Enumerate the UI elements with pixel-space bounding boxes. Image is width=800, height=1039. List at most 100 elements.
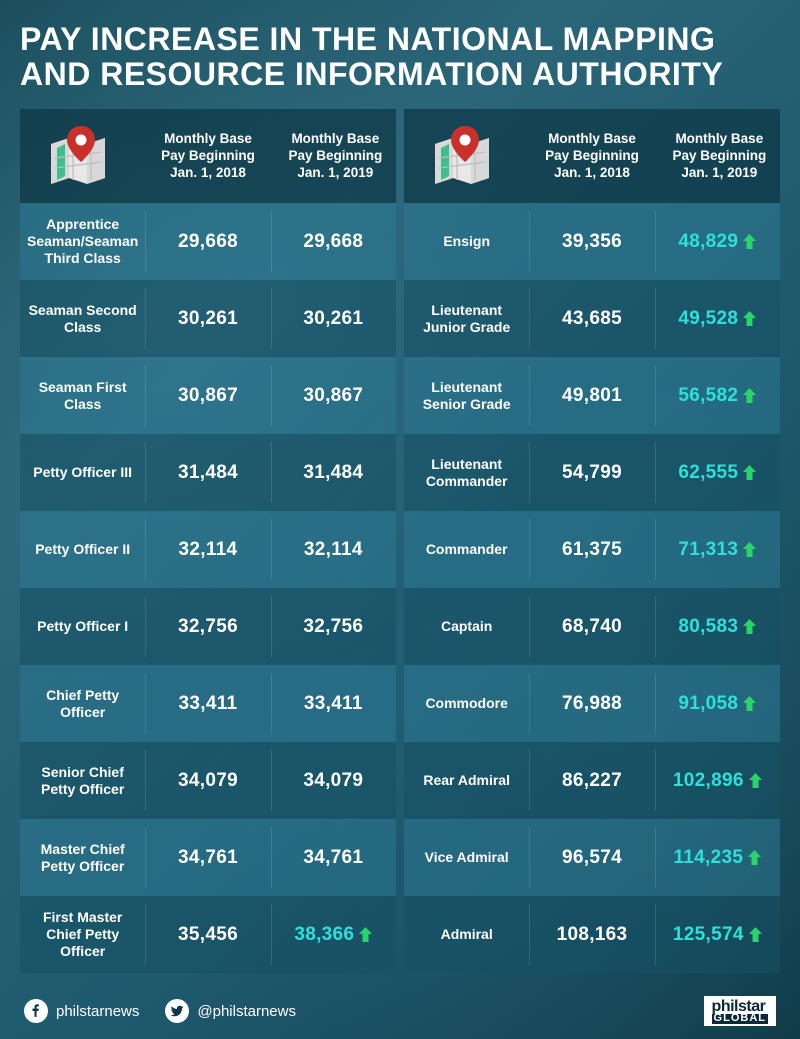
value-2019-cell: 48,829 — [655, 203, 780, 280]
table-left: Monthly Base Pay Beginning Jan. 1, 2018 … — [20, 109, 396, 973]
table-row: Petty Officer I32,75632,756 — [20, 588, 396, 665]
rank-cell: Commodore — [404, 665, 529, 742]
value-2019: 114,235 — [673, 847, 761, 869]
facebook-link[interactable]: philstarnews — [24, 999, 139, 1023]
value-2018: 32,756 — [178, 616, 238, 638]
value-2018-cell: 32,756 — [145, 588, 270, 665]
value-2019-cell: 31,484 — [271, 434, 396, 511]
up-arrow-icon — [743, 465, 756, 480]
value-2018: 96,574 — [562, 847, 622, 869]
value-2019: 29,668 — [303, 231, 363, 253]
value-2018-cell: 31,484 — [145, 434, 270, 511]
value-2018-cell: 86,227 — [529, 742, 654, 819]
table-row: Lieutenant Junior Grade43,68549,528 — [404, 280, 780, 357]
value-2019: 32,114 — [304, 539, 363, 561]
value-2018: 34,079 — [178, 770, 238, 792]
table-row: Commander61,37571,313 — [404, 511, 780, 588]
value-2019: 80,583 — [678, 616, 756, 638]
value-2019-cell: 34,761 — [271, 819, 396, 896]
rank-label: Lieutenant Commander — [410, 456, 523, 490]
table-row: Seaman Second Class30,26130,261 — [20, 280, 396, 357]
value-2019-cell: 62,555 — [655, 434, 780, 511]
rank-cell: Captain — [404, 588, 529, 665]
value-2018-cell: 30,261 — [145, 280, 270, 357]
value-2019: 38,366 — [294, 924, 372, 946]
table-header-row: Monthly Base Pay Beginning Jan. 1, 2018 … — [404, 109, 780, 203]
table-row: Captain 68,740 80,583 — [404, 588, 780, 665]
value-2018: 29,668 — [178, 231, 238, 253]
value-2018: 34,761 — [178, 847, 238, 869]
value-2019-cell: 32,114 — [271, 511, 396, 588]
value-2018-cell: 43,685 — [529, 280, 654, 357]
value-2018: 43,685 — [562, 308, 622, 330]
table-row: Lieutenant Senior Grade49,80156,582 — [404, 357, 780, 434]
value-2019: 102,896 — [673, 770, 762, 792]
value-2019: 30,867 — [303, 385, 363, 407]
value-2018-cell: 34,761 — [145, 819, 270, 896]
up-arrow-icon — [743, 388, 756, 403]
table-row: Petty Officer III 31,484 31,484 — [20, 434, 396, 511]
table-row: Lieutenant Commander 54,799 62,555 — [404, 434, 780, 511]
tables-wrap: Monthly Base Pay Beginning Jan. 1, 2018 … — [20, 109, 780, 973]
value-2019: 30,261 — [303, 308, 363, 330]
rank-cell: Master Chief Petty Officer — [20, 819, 145, 896]
value-2018: 39,356 — [562, 231, 622, 253]
value-2018-cell: 108,163 — [529, 896, 654, 973]
map-pin-icon — [45, 120, 117, 192]
value-2019: 31,484 — [303, 462, 363, 484]
table-row: Senior Chief Petty Officer 34,079 34,079 — [20, 742, 396, 819]
brand-line-2: GLOBAL — [712, 1014, 768, 1024]
value-2018-cell: 68,740 — [529, 588, 654, 665]
rank-label: Senior Chief Petty Officer — [26, 764, 139, 798]
up-arrow-icon — [743, 234, 756, 249]
up-arrow-icon — [749, 927, 762, 942]
rank-label: Seaman Second Class — [26, 302, 139, 336]
value-2019: 34,079 — [303, 770, 363, 792]
table-row: Commodore76,98891,058 — [404, 665, 780, 742]
table-row: Rear Admiral86,227 102,896 — [404, 742, 780, 819]
twitter-handle: @philstarnews — [197, 1003, 296, 1020]
value-2019: 56,582 — [678, 385, 756, 407]
table-right: Monthly Base Pay Beginning Jan. 1, 2018 … — [404, 109, 780, 973]
rank-label: Petty Officer I — [37, 618, 128, 635]
table-header-row: Monthly Base Pay Beginning Jan. 1, 2018 … — [20, 109, 396, 203]
rank-cell: Petty Officer III — [20, 434, 145, 511]
table-right-body: Ensign39,35648,829Lieutenant Junior Grad… — [404, 203, 780, 973]
rank-label: Captain — [441, 618, 492, 635]
value-2019: 49,528 — [678, 308, 756, 330]
col-header-2018: Monthly Base Pay Beginning Jan. 1, 2018 — [147, 109, 274, 203]
value-2019-cell: 30,867 — [271, 357, 396, 434]
rank-label: Admiral — [441, 926, 493, 943]
value-2018: 68,740 — [562, 616, 622, 638]
value-2018: 49,801 — [562, 385, 622, 407]
value-2018-cell: 32,114 — [145, 511, 270, 588]
table-row: First Master Chief Petty Officer35,45638… — [20, 896, 396, 973]
value-2019-cell: 38,366 — [271, 896, 396, 973]
value-2019-cell: 80,583 — [655, 588, 780, 665]
rank-label: Petty Officer II — [35, 541, 130, 558]
value-2018-cell: 61,375 — [529, 511, 654, 588]
rank-label: Ensign — [443, 233, 490, 250]
rank-label: Chief Petty Officer — [26, 687, 139, 721]
value-2019-cell: 102,896 — [655, 742, 780, 819]
rank-label: Commander — [426, 541, 508, 558]
rank-cell: Rear Admiral — [404, 742, 529, 819]
value-2019: 48,829 — [678, 231, 756, 253]
value-2018: 108,163 — [557, 924, 628, 946]
facebook-handle: philstarnews — [56, 1003, 139, 1020]
value-2019: 91,058 — [678, 693, 756, 715]
value-2018: 54,799 — [562, 462, 622, 484]
facebook-icon — [24, 999, 48, 1023]
twitter-link[interactable]: @philstarnews — [165, 999, 296, 1023]
col-header-2019: Monthly Base Pay Beginning Jan. 1, 2019 — [275, 109, 396, 203]
rank-cell: Lieutenant Commander — [404, 434, 529, 511]
table-row: Seaman First Class30,86730,867 — [20, 357, 396, 434]
table-row: Apprentice Seaman/Seaman Third Class29,6… — [20, 203, 396, 280]
table-row: Ensign 39,356 48,829 — [404, 203, 780, 280]
value-2019-cell: 30,261 — [271, 280, 396, 357]
value-2018: 35,456 — [178, 924, 238, 946]
value-2019-cell: 34,079 — [271, 742, 396, 819]
up-arrow-icon — [743, 696, 756, 711]
twitter-icon — [165, 999, 189, 1023]
rank-label: Petty Officer III — [33, 464, 132, 481]
